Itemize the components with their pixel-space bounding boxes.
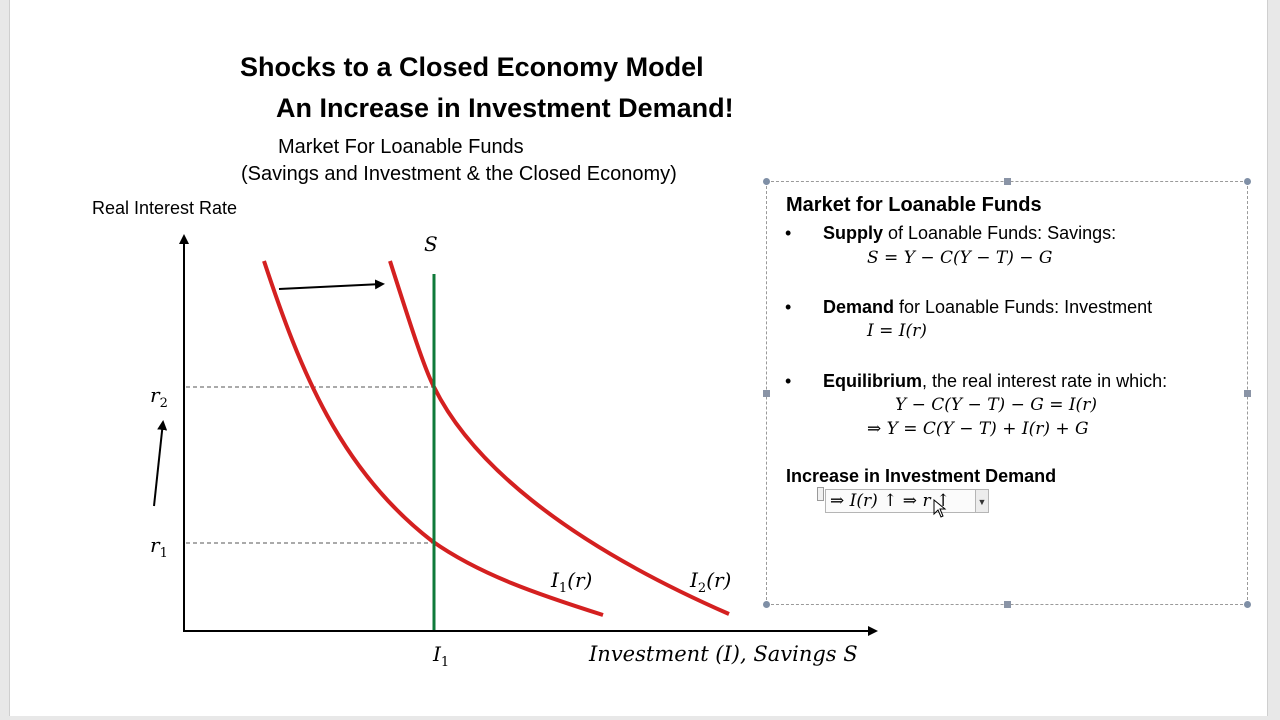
curve-i1-label: I1(r) (551, 568, 593, 596)
title-line-1: Shocks to a Closed Economy Model (240, 52, 704, 82)
resize-handle-tl[interactable] (763, 178, 770, 185)
equilibrium-equation-1: Y − C(Y − T) − G = I(r) (895, 395, 1097, 415)
demand-shift-arrow (278, 279, 385, 290)
demand-curve-i1 (262, 260, 604, 617)
x-axis-label: Investment (I), Savings S (589, 642, 858, 666)
demand-line-text: Demand for Loanable Funds: Investment (823, 297, 1153, 317)
rate-rise-arrow (153, 420, 168, 507)
resize-handle-r[interactable] (1244, 390, 1251, 397)
title-line-2: An Increase in Investment Demand! (276, 93, 734, 123)
bottom-frame-edge (0, 716, 1280, 720)
mouse-cursor-icon (933, 499, 947, 518)
right-frame-edge (1267, 0, 1280, 720)
curve-i2-label: I2(r) (690, 568, 732, 596)
subtitle-line-1: Market For Loanable Funds (278, 136, 524, 158)
textbox-heading: Market for Loanable Funds (786, 194, 1042, 216)
supply-line-text: Supply of Loanable Funds: Savings: (823, 223, 1117, 243)
increase-heading: Increase in Investment Demand (786, 466, 1057, 486)
equation-grip-handle[interactable] (817, 487, 824, 501)
resize-handle-l[interactable] (763, 390, 770, 397)
savings-equation: S = Y − C(Y − T) − G (867, 248, 1053, 268)
resize-handle-t[interactable] (1004, 178, 1011, 185)
increase-equation[interactable]: ⇒ I(r) ↑ ⇒ r ↑ (830, 491, 951, 511)
r1-label: r1 (150, 533, 168, 561)
y-axis-label: Real Interest Rate (92, 198, 238, 218)
equation-options-dropdown[interactable]: ▼ (975, 490, 988, 512)
resize-handle-tr[interactable] (1244, 178, 1251, 185)
equation-editor[interactable]: ⇒ I(r) ↑ ⇒ r ↑ ▼ (825, 489, 989, 513)
demand-curve-i2 (388, 260, 730, 616)
bullet-equilibrium: • (785, 371, 792, 391)
r2-label: r2 (150, 383, 168, 411)
loanable-funds-textbox[interactable]: Market for Loanable Funds • Supply of Lo… (763, 178, 1251, 608)
left-frame-edge (0, 0, 10, 720)
resize-handle-br[interactable] (1244, 601, 1251, 608)
supply-label: S (424, 232, 438, 256)
resize-handle-b[interactable] (1004, 601, 1011, 608)
bullet-supply: • (785, 223, 792, 243)
equilibrium-line-text: Equilibrium, the real interest rate in w… (823, 371, 1168, 391)
resize-handle-bl[interactable] (763, 601, 770, 608)
investment-equation: I = I(r) (867, 321, 927, 341)
bullet-demand: • (785, 297, 792, 317)
i1-label: I1 (433, 642, 450, 670)
subtitle-line-2: (Savings and Investment & the Closed Eco… (241, 163, 677, 185)
equilibrium-equation-2: ⇒ Y = C(Y − T) + I(r) + G (867, 419, 1089, 439)
